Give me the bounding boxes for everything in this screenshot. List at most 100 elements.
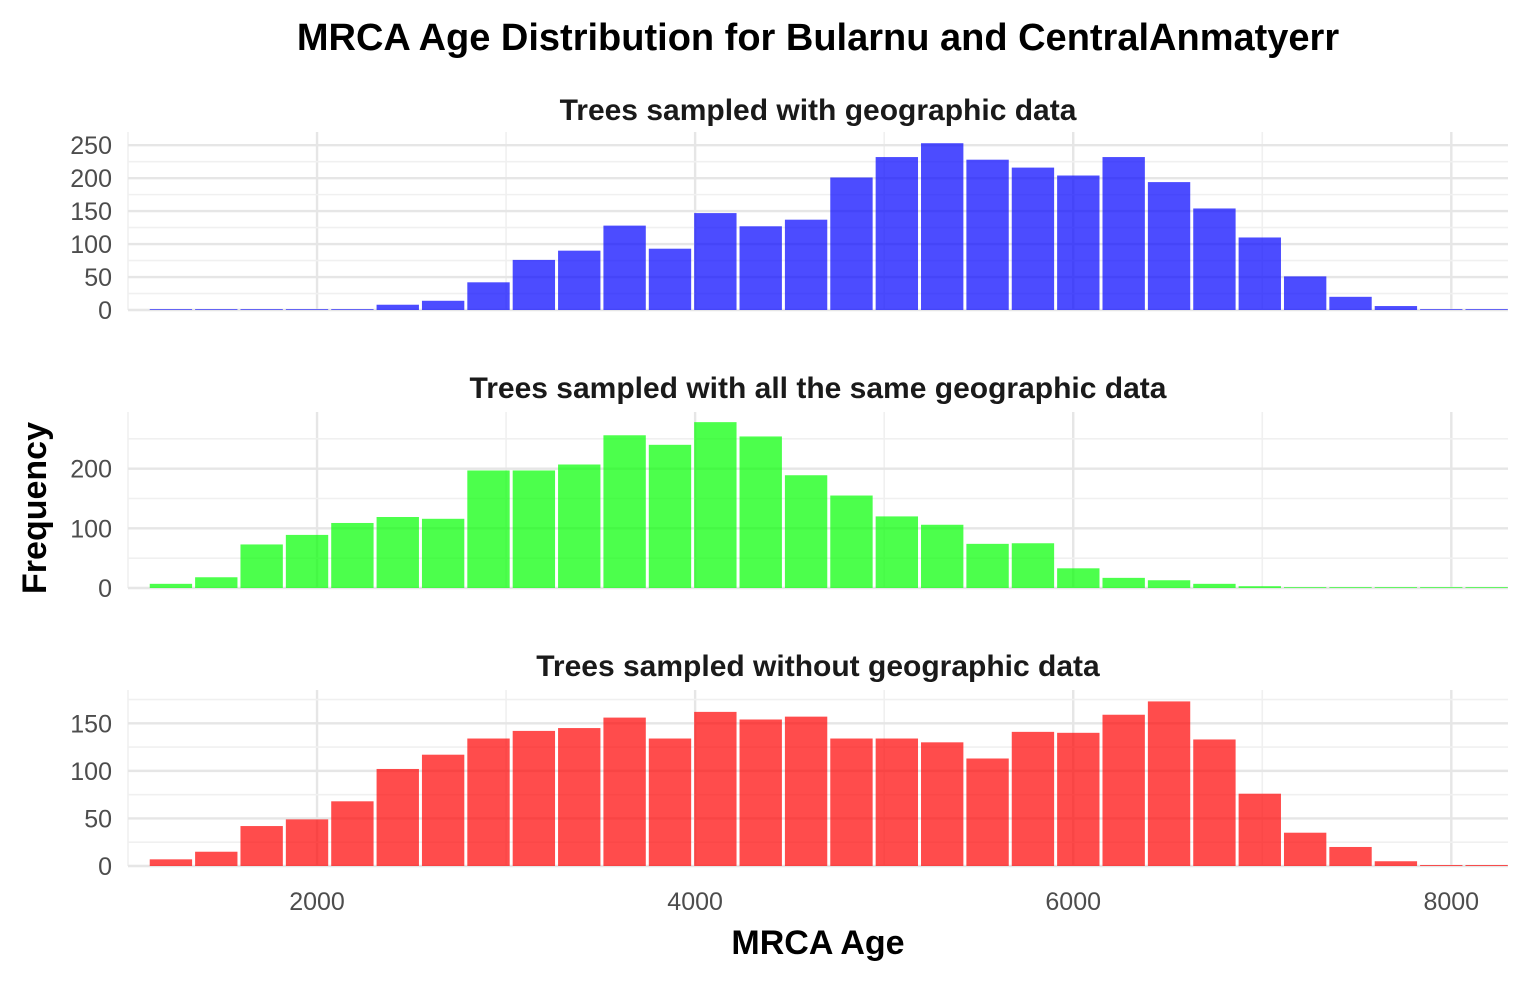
y-tick-label: 150	[70, 710, 112, 738]
histogram-bar	[558, 728, 601, 866]
x-tick-label: 4000	[667, 888, 723, 916]
histogram-bar	[1283, 276, 1327, 310]
histogram-bar	[1329, 587, 1372, 588]
histogram-bar	[240, 544, 283, 588]
histogram-bar	[1238, 237, 1281, 310]
histogram-bar	[966, 159, 1009, 310]
histogram-bar	[1420, 587, 1463, 588]
histogram-bar	[1465, 865, 1508, 866]
histogram-bar	[376, 304, 419, 310]
facet-panel-3: Trees sampled without geographic data 0 50…	[70, 650, 1508, 881]
histogram-bar	[694, 213, 737, 310]
histogram-bar	[1011, 167, 1055, 310]
histogram-bar	[1057, 568, 1100, 588]
histogram-bar	[331, 309, 374, 310]
histogram-bar	[966, 543, 1009, 588]
histogram-bar	[1102, 157, 1145, 310]
histogram-bar	[467, 470, 510, 588]
histogram-bar	[1374, 587, 1418, 588]
y-tick-label: 100	[70, 758, 112, 786]
histogram-bar	[421, 754, 465, 866]
histogram-bar	[784, 219, 828, 310]
histogram-bar	[1238, 586, 1281, 588]
histogram-bar	[1283, 832, 1327, 866]
histogram-bar	[739, 226, 782, 310]
histogram-bar	[1147, 701, 1191, 866]
histogram-bar	[1329, 296, 1372, 310]
histogram-bar	[512, 730, 556, 866]
histogram-bar	[603, 435, 646, 588]
histogram-bar	[1011, 543, 1055, 588]
histogram-bar	[648, 444, 692, 588]
histogram-bar	[1057, 175, 1100, 310]
histogram-bar	[921, 524, 964, 588]
facet-panel-1: Trees sampled with geographic data 0 50 100…	[70, 94, 1508, 325]
histogram-bar	[1238, 793, 1281, 866]
facet-title: Trees sampled with geographic data	[560, 94, 1077, 127]
histogram-bar	[1283, 587, 1327, 588]
histogram-bar	[1147, 580, 1191, 588]
facet-panels: Trees sampled with geographic data 0 50 100…	[70, 94, 1508, 881]
y-tick-label: 0	[98, 575, 112, 603]
histogram-bar	[648, 248, 692, 310]
histogram-bar	[149, 859, 193, 866]
y-tick-label: 100	[70, 231, 112, 259]
histogram-bar	[694, 711, 737, 866]
histogram-bar	[331, 801, 374, 866]
histogram-bar	[285, 309, 329, 310]
y-axis-title: Frequency	[16, 422, 54, 594]
y-tick-label: 150	[70, 198, 112, 226]
chart-title: MRCA Age Distribution for Bularnu and Ce…	[297, 17, 1339, 59]
histogram-bar	[1465, 587, 1508, 588]
x-tick-label: 2000	[289, 888, 345, 916]
histogram-bar	[195, 851, 238, 866]
histogram-bar	[1102, 714, 1145, 866]
histogram-bar	[1374, 861, 1418, 866]
histogram-bar	[1102, 577, 1145, 588]
histogram-bar	[421, 518, 465, 588]
histogram-bar	[149, 309, 193, 310]
x-axis-title: MRCA Age	[731, 924, 904, 962]
histogram-bar	[830, 738, 873, 866]
histogram-bar	[421, 300, 465, 310]
histogram-bar	[195, 309, 238, 310]
histogram-bar	[195, 577, 238, 588]
histogram-bar	[149, 583, 193, 588]
y-tick-label: 50	[84, 805, 112, 833]
histogram-bar	[784, 716, 828, 866]
y-tick-label: 0	[98, 853, 112, 881]
histogram-bar	[1329, 846, 1372, 866]
histogram-bar	[1420, 865, 1463, 866]
y-tick-label: 250	[70, 132, 112, 160]
histogram-bar	[830, 495, 873, 588]
y-tick-label: 0	[98, 297, 112, 325]
histogram-bar	[875, 738, 919, 866]
histogram-bar	[603, 717, 646, 866]
y-tick-label: 50	[84, 264, 112, 292]
histogram-bar	[467, 738, 510, 866]
histogram-bar	[1011, 731, 1055, 866]
histogram-bar	[240, 309, 283, 310]
histogram-bar	[648, 738, 692, 866]
histogram-bar	[1193, 208, 1236, 310]
histogram-bar	[512, 259, 556, 310]
histogram-bar	[1057, 732, 1100, 866]
histogram-bar	[512, 470, 556, 588]
y-tick-label: 100	[70, 515, 112, 543]
histogram-bar	[331, 522, 374, 588]
y-tick-label: 200	[70, 456, 112, 484]
histogram-bar	[285, 819, 329, 866]
facet-title: Trees sampled with all the same geograph…	[470, 372, 1167, 405]
histogram-bar	[1420, 309, 1463, 310]
histogram-bar	[603, 225, 646, 310]
facet-panel-2: Trees sampled with all the same geograph…	[70, 372, 1508, 603]
histogram-bar	[1193, 583, 1236, 588]
histogram-bar	[558, 464, 601, 588]
histogram-bar	[875, 516, 919, 588]
facet-title: Trees sampled without geographic data	[536, 650, 1100, 683]
y-tick-label: 200	[70, 165, 112, 193]
histogram-bar	[966, 758, 1009, 866]
histogram-bar	[784, 475, 828, 588]
